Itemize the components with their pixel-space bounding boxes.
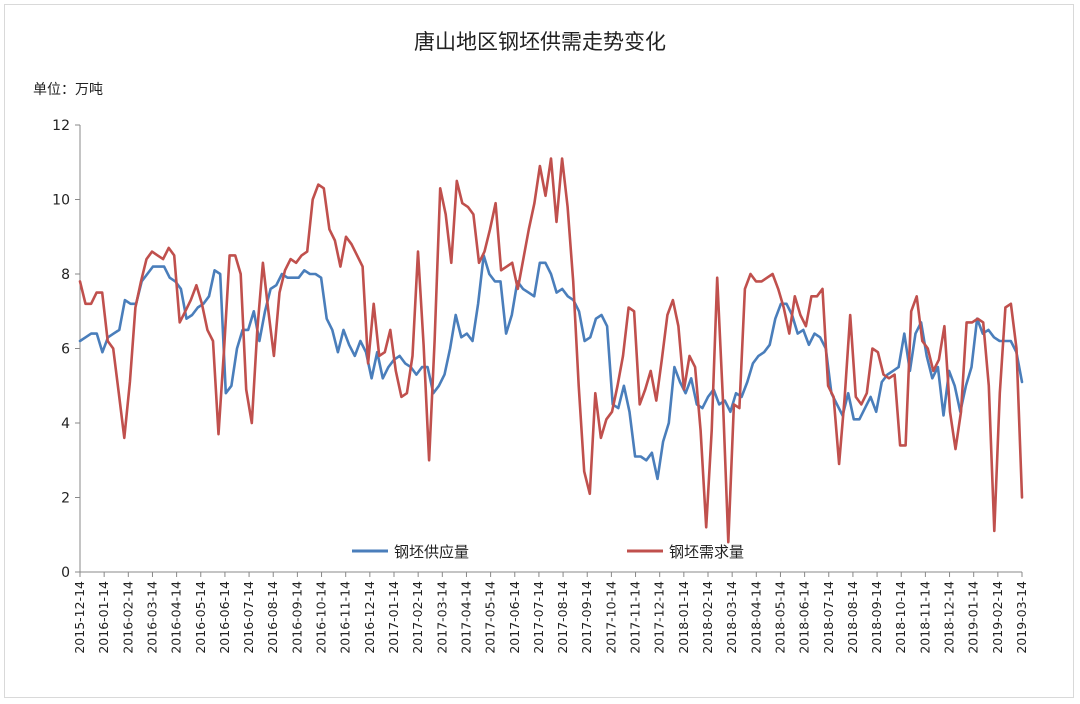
series-line-2	[78, 157, 1024, 544]
x-tick-label: 2017-09-14	[579, 581, 594, 654]
y-tick-label: 4	[61, 416, 70, 432]
x-tick-label: 2018-10-14	[893, 581, 908, 654]
x-tick-label: 2018-03-14	[724, 581, 739, 654]
y-tick-label: 6	[61, 342, 70, 358]
x-tick-label: 2017-07-14	[531, 581, 546, 654]
x-tick-label: 2016-09-14	[289, 581, 304, 654]
y-tick-label: 0	[61, 565, 70, 581]
x-tick-label: 2019-01-14	[966, 581, 981, 654]
x-tick-label: 2017-11-14	[628, 581, 643, 654]
x-tick-label: 2018-11-14	[917, 581, 932, 654]
x-tick-label: 2016-05-14	[193, 581, 208, 654]
legend-label-2: 钢坯需求量	[669, 543, 744, 561]
series-line-1	[78, 254, 1024, 481]
x-tick-label: 2018-08-14	[845, 581, 860, 654]
legend: 钢坯供应量 钢坯需求量	[352, 543, 744, 561]
x-tick-label: 2016-03-14	[144, 581, 159, 654]
x-tick-label: 2018-09-14	[869, 581, 884, 654]
x-tick-label: 2019-03-14	[1014, 581, 1029, 654]
x-tick-label: 2018-02-14	[700, 581, 715, 654]
chart-frame	[4, 4, 1074, 698]
x-tick-label: 2016-06-14	[217, 581, 232, 654]
x-tick-label: 2018-04-14	[748, 581, 763, 654]
x-tick-label: 2016-07-14	[241, 581, 256, 654]
x-tick-label: 2017-01-14	[386, 581, 401, 654]
unit-label: 单位：万吨	[33, 82, 103, 98]
x-tick-label: 2017-08-14	[555, 581, 570, 654]
x-tick-label: 2017-03-14	[434, 581, 449, 654]
x-tick-label: 2018-07-14	[821, 581, 836, 654]
x-tick-label: 2017-06-14	[507, 581, 522, 654]
x-tick-label: 2016-10-14	[314, 581, 329, 654]
y-tick-label: 12	[52, 118, 70, 134]
x-tick-label: 2018-12-14	[942, 581, 957, 654]
x-tick-label: 2017-04-14	[458, 581, 473, 654]
legend-label-1: 钢坯供应量	[394, 543, 469, 561]
y-tick-label: 8	[61, 267, 70, 283]
y-tick-label: 10	[52, 193, 70, 209]
x-tick-label: 2017-12-14	[652, 581, 667, 654]
chart-title: 唐山地区钢坯供需走势变化	[414, 30, 666, 54]
x-tick-label: 2017-10-14	[603, 581, 618, 654]
x-tick-label: 2018-05-14	[772, 581, 787, 654]
axes: 0 2 4 6 8 10 12 2015-12-14 2016-01-14 2016-02-14 2…	[52, 118, 1029, 654]
x-tick-label: 2016-01-14	[96, 581, 111, 654]
x-tick-label: 2015-12-14	[72, 581, 87, 654]
y-tick-label: 2	[61, 491, 70, 507]
x-tick-label: 2017-05-14	[483, 581, 498, 654]
x-tick-label: 2016-02-14	[120, 581, 135, 654]
x-tick-label: 2016-12-14	[362, 581, 377, 654]
x-tick-label: 2018-06-14	[797, 581, 812, 654]
x-tick-label: 2019-02-14	[990, 581, 1005, 654]
x-tick-label: 2016-04-14	[169, 581, 184, 654]
x-tick-label: 2016-11-14	[338, 581, 353, 654]
series-layer	[78, 157, 1024, 544]
x-tick-label: 2017-02-14	[410, 581, 425, 654]
x-tick-label: 2018-01-14	[676, 581, 691, 654]
x-tick-label: 2016-08-14	[265, 581, 280, 654]
